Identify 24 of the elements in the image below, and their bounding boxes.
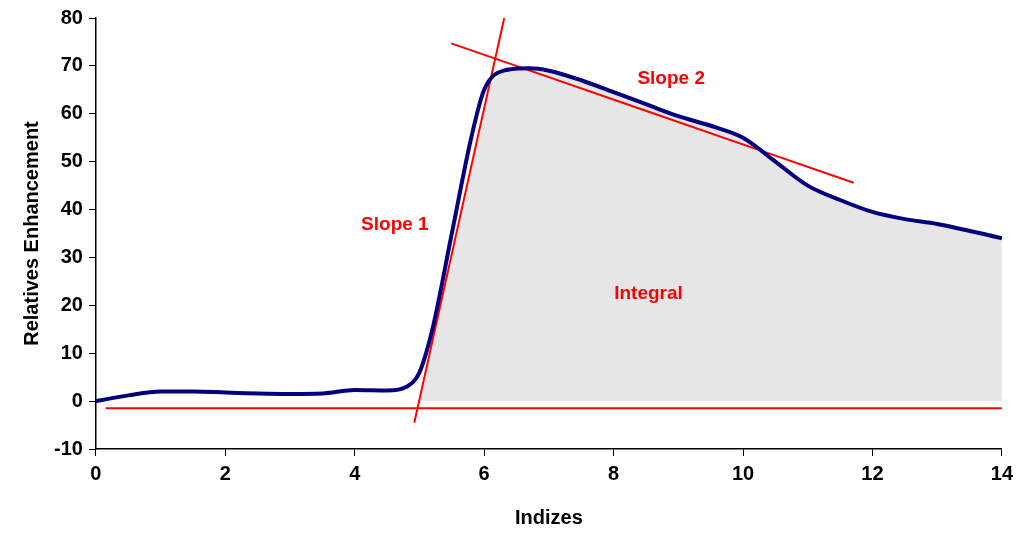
y-axis-title: Relatives Enhancement	[19, 120, 42, 346]
x-tick-label: 0	[90, 461, 102, 484]
x-tick-label: 14	[990, 461, 1014, 484]
annotation: Slope 2	[637, 66, 705, 88]
annotation: Integral	[614, 282, 683, 304]
x-tick-label: 6	[478, 461, 490, 484]
y-tick-label: 40	[60, 197, 83, 220]
y-tick-label: 60	[60, 101, 83, 124]
y-tick-label: -10	[54, 436, 83, 459]
x-axis-title: Indizes	[514, 505, 583, 528]
x-tick-label: 12	[861, 461, 884, 484]
y-tick-label: 10	[60, 340, 83, 363]
x-tick-label: 2	[219, 461, 231, 484]
y-tick-label: 70	[60, 53, 83, 76]
line-series	[95, 66, 1002, 404]
x-tick-label: 10	[731, 461, 755, 484]
y-tick-label: 20	[60, 292, 83, 315]
y-tick-label: 30	[60, 244, 83, 267]
x-tick-label: 4	[349, 461, 362, 484]
y-tick-label: 80	[60, 5, 83, 28]
annotation: Slope 1	[361, 213, 430, 235]
x-tick-label: 8	[608, 461, 620, 484]
y-tick-label: 0	[71, 388, 83, 411]
y-tick-label: 50	[60, 149, 83, 172]
